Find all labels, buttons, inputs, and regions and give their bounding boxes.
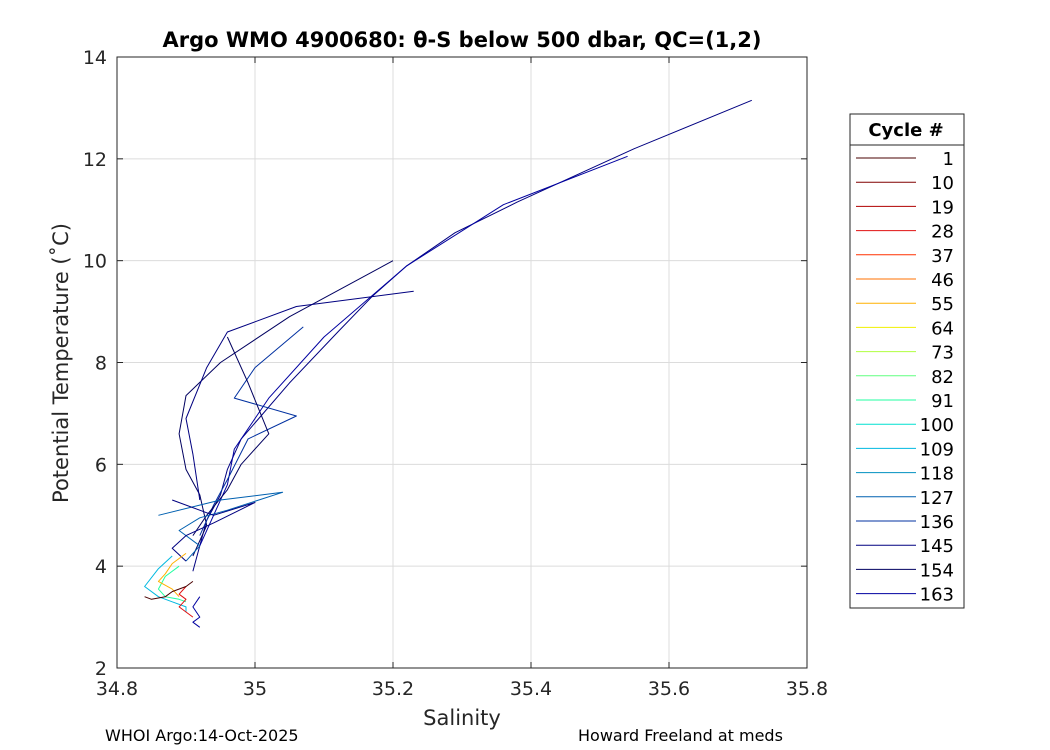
x-tick-label: 35.4 <box>510 678 552 700</box>
legend-entry-label: 136 <box>920 512 954 533</box>
legend-entry-label: 154 <box>920 560 954 581</box>
profile-line <box>158 491 284 562</box>
legend-entry-label: 73 <box>931 343 954 364</box>
legend-box <box>849 113 965 609</box>
legend-entry-label: 91 <box>931 391 954 412</box>
legend-entry-label: 100 <box>920 415 954 436</box>
legend-entries: 1 10 19 28 37 46 55 64 73 82 91 100 109 118 127 136 145 1… <box>856 149 954 606</box>
profile-line <box>144 580 194 600</box>
legend: Cycle # 1 10 19 28 37 46 55 64 73 82 91 100 109 118 12… <box>849 113 965 609</box>
grid-lines <box>117 57 807 668</box>
y-axis-label: Potential Temperature (˚C) <box>49 223 73 503</box>
legend-entry-label: 82 <box>931 367 954 388</box>
legend-entry-label: 10 <box>931 173 954 194</box>
x-tick-label: 35 <box>243 678 267 700</box>
y-tick-label: 4 <box>95 556 107 578</box>
profile-line <box>178 586 194 618</box>
profile-line <box>157 565 187 603</box>
legend-entry-label: 28 <box>931 222 954 243</box>
legend-entry-label: 55 <box>931 294 954 315</box>
profile-line <box>192 336 270 536</box>
profile-line <box>178 260 394 557</box>
x-tick-label: 35.8 <box>786 678 828 700</box>
profile-line <box>199 155 628 547</box>
legend-entry-label: 64 <box>931 318 954 339</box>
legend-entry-label: 1 <box>943 149 954 170</box>
y-tick-label: 10 <box>83 251 107 273</box>
legend-title: Cycle # <box>868 120 943 141</box>
x-axis-label: Salinity <box>423 706 501 730</box>
legend-entry-label: 163 <box>920 585 954 606</box>
legend-entry-label: 19 <box>931 197 954 218</box>
footer-right: Howard Freeland at meds <box>578 726 783 745</box>
profile-line <box>192 596 201 628</box>
x-tick-label: 35.2 <box>372 678 414 700</box>
profile-line <box>157 552 187 598</box>
legend-entry-label: 109 <box>920 439 954 460</box>
profile-curves <box>144 99 752 628</box>
y-tick-label: 2 <box>95 658 107 680</box>
y-tick-label: 12 <box>83 149 107 171</box>
legend-entry-label: 127 <box>920 488 954 509</box>
y-tick-label: 8 <box>95 353 107 375</box>
profile-line <box>185 290 414 501</box>
y-tick-label: 6 <box>95 454 107 476</box>
legend-entry-label: 145 <box>920 536 954 557</box>
profile-line <box>144 555 187 612</box>
x-tick-label: 35.6 <box>648 678 690 700</box>
footer-left: WHOI Argo:14-Oct-2025 <box>105 726 299 745</box>
x-axis: 34.8 35 35.2 35.4 35.6 35.8 <box>96 57 828 700</box>
profile-line <box>171 499 256 562</box>
legend-entry-label: 118 <box>920 464 954 485</box>
chart-title: Argo WMO 4900680: θ-S below 500 dbar, QC… <box>163 28 762 52</box>
legend-entry-label: 46 <box>931 270 954 291</box>
y-tick-label: 14 <box>83 47 107 69</box>
x-tick-label: 34.8 <box>96 678 138 700</box>
legend-entry-label: 37 <box>931 246 954 267</box>
y-axis: 2 4 6 8 10 12 14 <box>83 47 807 680</box>
